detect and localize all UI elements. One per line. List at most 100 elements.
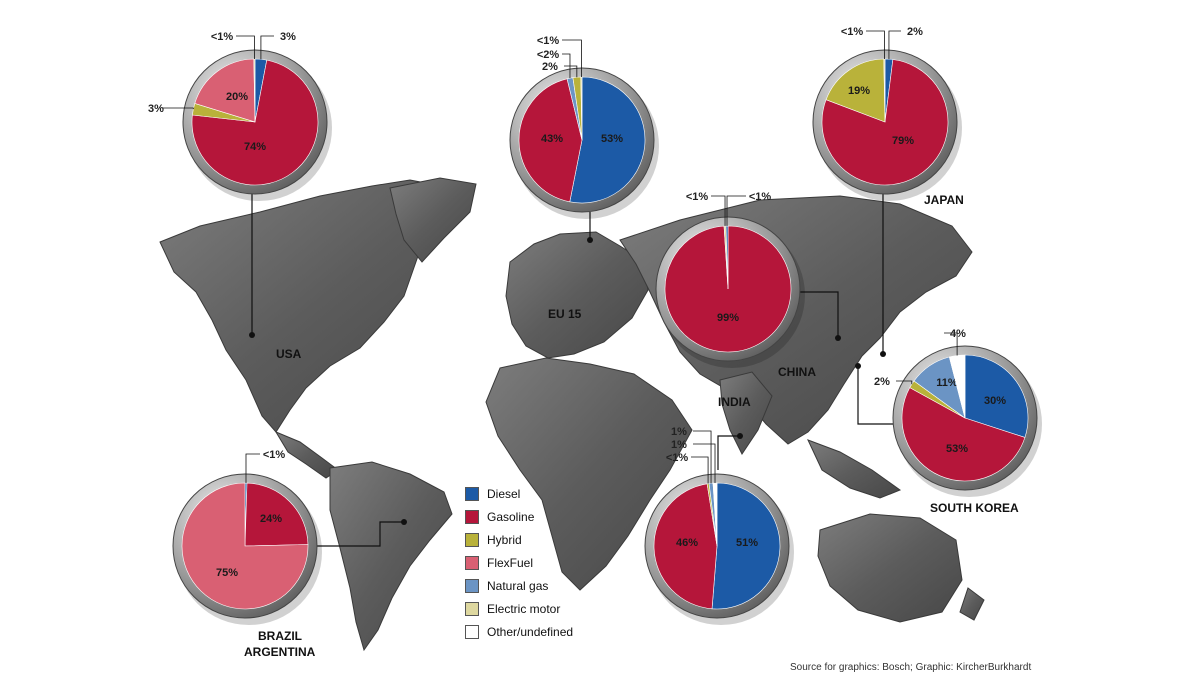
pie-label-leader <box>562 39 582 78</box>
pie-label-leader <box>944 332 958 356</box>
pie-slice-label: <1% <box>537 35 560 47</box>
pie-slice-flexfuel <box>181 482 309 610</box>
legend-label: Natural gas <box>487 578 549 593</box>
legend-item: Electric motor <box>465 597 625 620</box>
region-label-usa: USA <box>276 347 302 361</box>
legend-swatch <box>465 578 479 593</box>
pie-slice-label: 2% <box>542 61 558 73</box>
pie-slice-label: 53% <box>601 133 623 145</box>
source-note: Source for graphics: Bosch; Graphic: Kir… <box>790 662 1032 673</box>
region-label-eu: EU 15 <box>548 307 582 321</box>
pie-slice-label: 1% <box>671 426 687 438</box>
leader-india <box>717 435 738 470</box>
legend-label: Other/undefined <box>487 624 574 639</box>
pie-label-leader <box>236 35 255 60</box>
pie-slice-flexfuel <box>194 58 256 123</box>
pie-slice-label: <1% <box>841 26 864 38</box>
central-america-shape <box>274 430 339 479</box>
pie-label-leader <box>693 443 716 484</box>
australia-shape <box>817 513 963 623</box>
pie-eu-15: 53% 43% <2%2% <1% <box>509 35 659 219</box>
pie-label-leader <box>245 453 260 484</box>
pie-slice-label: 19% <box>848 85 870 97</box>
southeast-asia-shape <box>807 439 902 499</box>
pie-brazil-argentina: <1% 24% 75% <box>172 449 322 625</box>
legend-item: FlexFuel <box>465 551 625 574</box>
pie-slice-diesel <box>569 76 646 204</box>
legend-label: FlexFuel <box>487 555 534 570</box>
new-zealand-shape <box>959 587 985 621</box>
legend-item: Diesel <box>465 482 625 505</box>
region-label-brazil-argentina: BRAZIL ARGENTINA <box>244 629 316 659</box>
pie-slice-label: 11% <box>936 377 958 389</box>
pie-label-leader <box>162 107 194 110</box>
legend-swatch <box>465 601 479 616</box>
legend-item: Natural gas <box>465 574 625 597</box>
pie-china: 99% <1% <1% <box>655 191 805 368</box>
pie-slice-label: 51% <box>736 537 758 549</box>
dot-usa <box>249 332 255 338</box>
pie-india: 51%46%<1%1%1% <box>644 426 794 625</box>
pie-slice-label: 24% <box>260 513 282 525</box>
pie-label-leader <box>866 30 885 60</box>
legend-swatch <box>465 532 479 547</box>
pie-slice-gasoline <box>653 483 718 610</box>
region-labels: USA EU 15 JAPAN CHINA SOUTH KOREA INDIA … <box>244 193 1019 659</box>
pie-slice-label: <1% <box>686 191 709 203</box>
leader-brazil <box>312 521 402 547</box>
pie-slice-label: 3% <box>148 103 164 115</box>
greenland-shape <box>389 177 477 263</box>
dot-eu <box>587 237 593 243</box>
pie-slice-label: 4% <box>950 328 966 340</box>
pies-layer: 3%74%3%20%<1%53%43%<2%2%<1%2%79%19%<1%99… <box>148 26 1042 625</box>
pie-slice-other/undefined <box>712 482 718 547</box>
legend: Diesel Gasoline Hybrid FlexFuel Natural gas E… <box>465 482 625 643</box>
pie-slice-label: 30% <box>984 395 1006 407</box>
legend-label: Diesel <box>487 486 521 501</box>
legend-swatch <box>465 555 479 570</box>
pie-slice-label: 46% <box>676 537 698 549</box>
pie-label-leader <box>711 195 726 227</box>
legend-label: Hybrid <box>487 532 522 547</box>
pie-slice-label: 74% <box>244 141 266 153</box>
pie-slice-label: 75% <box>216 567 238 579</box>
pie-label-leader <box>693 430 712 484</box>
legend-swatch <box>465 486 479 501</box>
pie-label-leader <box>691 456 709 484</box>
pie-slice-label: 2% <box>907 26 923 38</box>
region-label-korea: SOUTH KOREA <box>930 501 1019 515</box>
leader-korea <box>857 368 900 425</box>
pie-slice-label: 20% <box>226 91 248 103</box>
dot-india <box>737 433 743 439</box>
region-label-china: CHINA <box>778 365 816 379</box>
pie-slice-label: <2% <box>537 49 560 61</box>
pie-slice-label: 79% <box>892 135 914 147</box>
legend-swatch <box>465 509 479 524</box>
leader-china <box>800 291 839 336</box>
pie-label-leader <box>564 65 578 78</box>
pie-slice-label: 3% <box>280 31 296 43</box>
pie-slice-diesel <box>964 354 1029 438</box>
pie-slice-label: 1% <box>671 439 687 451</box>
legend-item: Other/undefined <box>465 620 625 643</box>
pie-usa: 3% 74% 3% 20% <1% <box>148 31 332 201</box>
pie-slice-gasoline <box>518 78 583 203</box>
pie-label-leader <box>260 35 274 60</box>
africa-shape <box>485 357 693 591</box>
legend-label: Electric motor <box>487 601 561 616</box>
pie-slice-label: <1% <box>666 452 689 464</box>
region-label-india: INDIA <box>718 395 751 409</box>
pie-slice-hybrid <box>825 58 886 123</box>
pie-slice-label: 43% <box>541 133 563 145</box>
pie-label-leader <box>896 380 913 385</box>
region-label-japan: JAPAN <box>924 193 964 207</box>
pie-japan: 2% 79% 19% <1% <box>812 26 962 201</box>
legend-swatch <box>465 624 479 639</box>
pie-label-leader <box>562 53 571 79</box>
pie-slice-label: 99% <box>717 312 739 324</box>
pie-label-leader <box>726 195 746 227</box>
pie-south-korea: 30% 53% 2% 11% 4% <box>874 328 1042 497</box>
pie-slice-diesel <box>711 482 781 610</box>
north-america-shape <box>159 179 471 433</box>
